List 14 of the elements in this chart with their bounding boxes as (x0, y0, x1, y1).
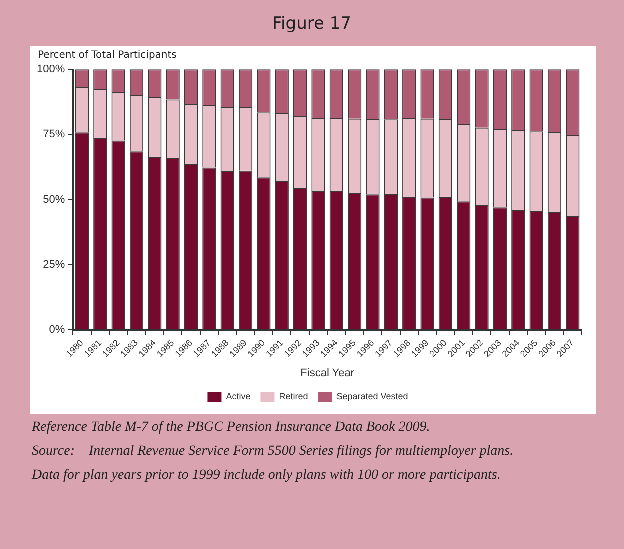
y-tick-label: 50% (43, 194, 66, 206)
text: Reference Table M-7 of the PBGC Pension Insurance Data Book 2009. (32, 420, 432, 436)
y-tick-label: 0% (49, 324, 66, 336)
source-note: Source: Internal Revenue Service Form 5500 Series filings for multiemployer plans. (32, 444, 515, 460)
legend-label: Active (226, 391, 251, 402)
text: Data for plan years prior to 1999 include only plans with 100 or more participants. (32, 468, 502, 484)
x-axis-title: Fiscal Year (300, 367, 355, 380)
y-tick-label: 75% (43, 128, 66, 141)
y-tick-label: 25% (43, 258, 66, 271)
legend-label: Separated Vested (336, 391, 408, 402)
legend-label: Retired (279, 391, 308, 402)
y-axis-title: Percent of Total Participants (38, 50, 177, 61)
chart-title: Figure 17 (272, 14, 352, 34)
y-tick-label: 100% (36, 64, 66, 76)
